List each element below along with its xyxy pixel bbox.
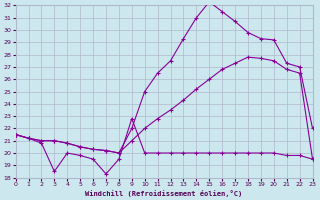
X-axis label: Windchill (Refroidissement éolien,°C): Windchill (Refroidissement éolien,°C) [85, 190, 243, 197]
